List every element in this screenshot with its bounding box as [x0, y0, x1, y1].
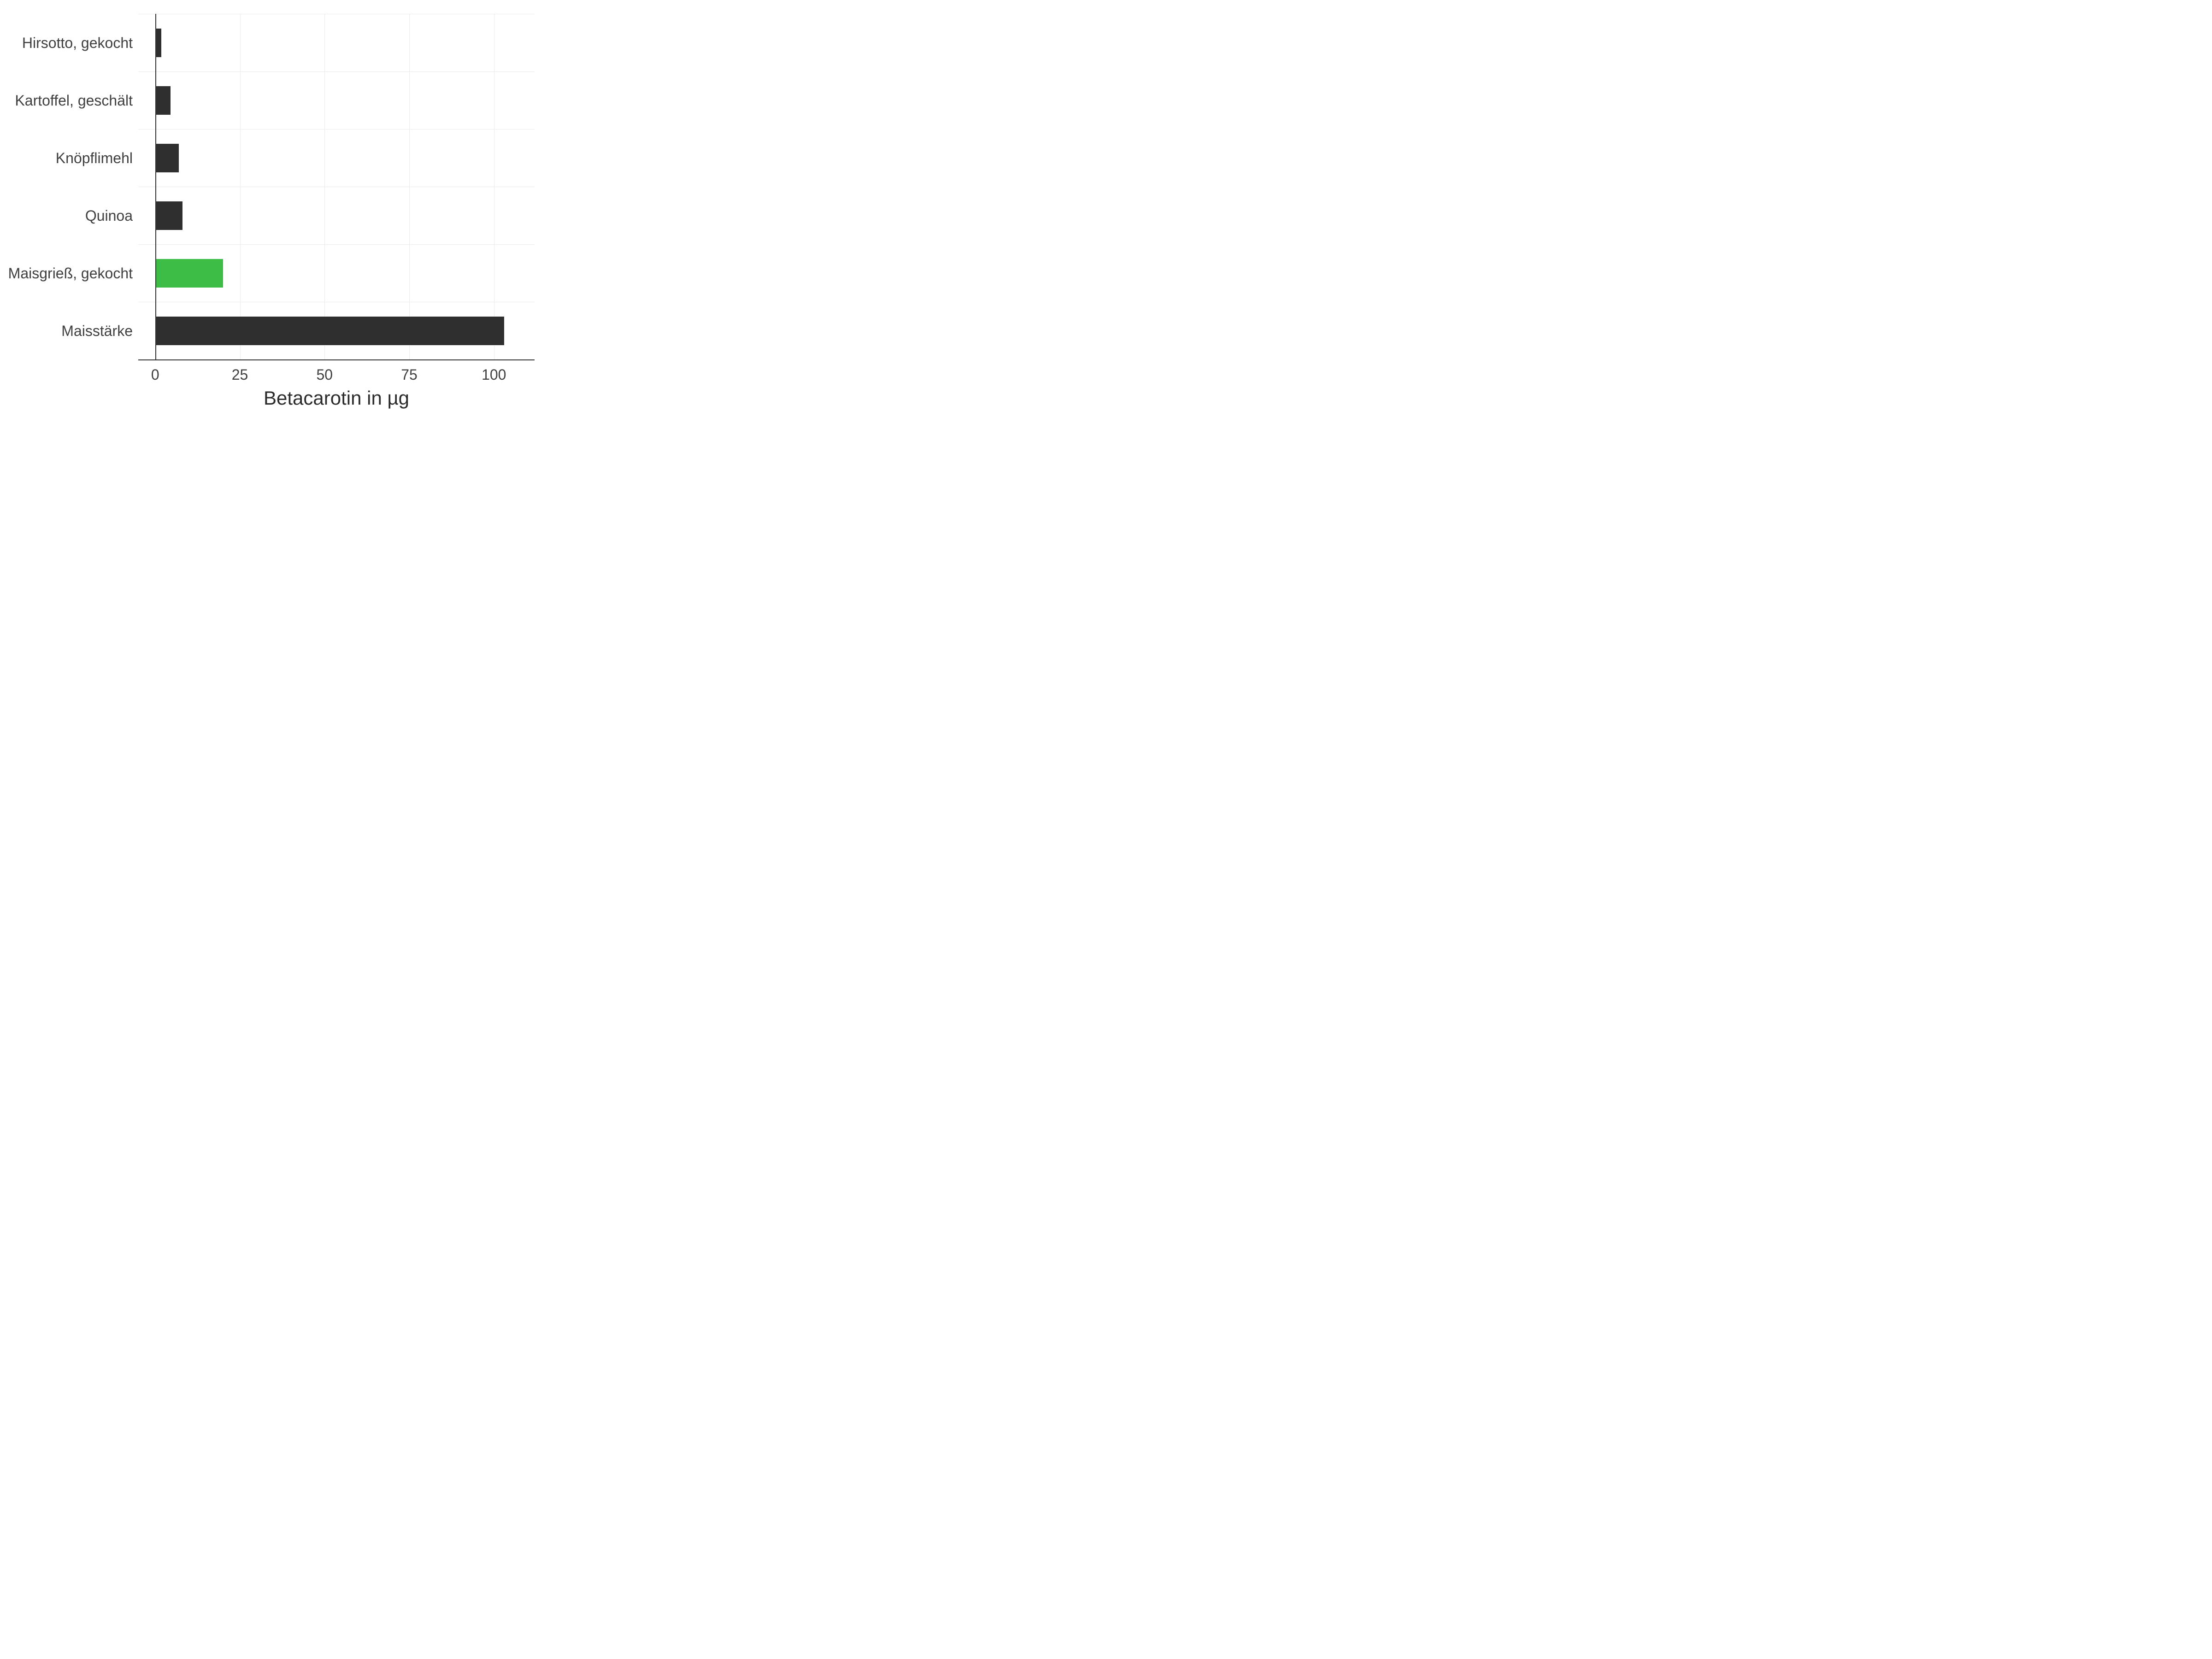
bar: [155, 144, 179, 172]
bar: [155, 259, 223, 288]
bar: [155, 201, 182, 230]
y-axis-label: Hirsotto, gekocht: [22, 34, 133, 52]
x-axis-title: Betacarotin in µg: [264, 387, 409, 409]
gridline-horizontal: [138, 244, 535, 245]
x-tick-label: 100: [482, 366, 506, 383]
y-axis-label: Maisgrieß, gekocht: [8, 265, 133, 282]
gridline-horizontal: [138, 71, 535, 72]
x-tick-label: 0: [151, 366, 159, 383]
x-axis-line: [138, 359, 535, 360]
plot-area: [138, 14, 535, 359]
x-tick-label: 25: [232, 366, 248, 383]
y-axis-label: Maisstärke: [61, 322, 133, 340]
x-tick-label: 50: [316, 366, 333, 383]
chart-container: Hirsotto, gekocht Kartoffel, geschält Knöp…: [0, 0, 553, 415]
y-axis-label: Quinoa: [85, 207, 133, 224]
bar: [155, 317, 504, 345]
y-axis-label: Knöpflimehl: [56, 149, 133, 167]
x-tick-label: 75: [401, 366, 418, 383]
y-axis-label: Kartoffel, geschält: [15, 92, 133, 109]
bar: [155, 86, 171, 115]
y-axis-line: [155, 14, 156, 359]
